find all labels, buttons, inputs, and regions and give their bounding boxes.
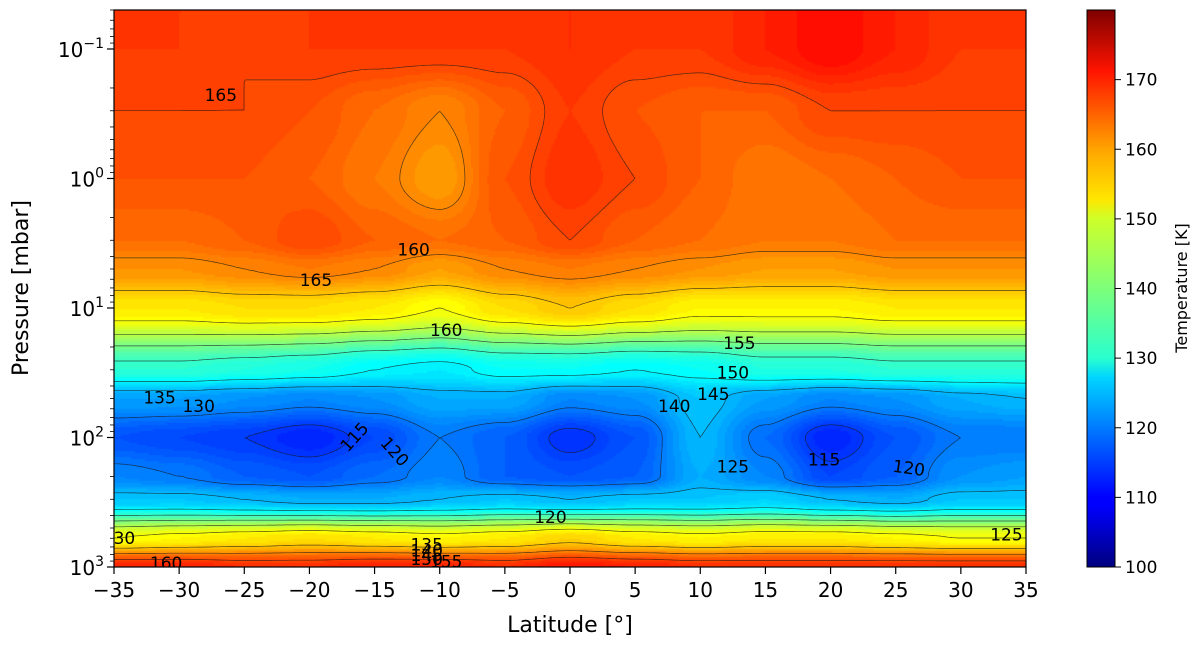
x-tick-label: 25 [883,578,908,602]
colorbar-fill [1086,9,1116,568]
colorbar-tick-label: 150 [1125,210,1157,230]
x-tick-label: 5 [629,578,642,602]
colorbar-tick-label: 120 [1125,419,1157,439]
contour-label: 135 [410,535,442,555]
contour-line-150 [114,307,1026,539]
y-tick-exponent: 0 [95,165,104,181]
colorbar-label: Temperature [K] [1172,223,1191,353]
y-tick-label: 10−1 [58,36,104,62]
y-tick-base: 10 [70,556,95,580]
contour-label: 160 [150,554,182,574]
contour-label: 120 [891,457,926,481]
temperature-field [114,10,1026,567]
contour-line-145 [114,327,1026,528]
x-axis-label: Latitude [°] [507,613,633,638]
contour-label: 150 [410,550,442,570]
x-tick-label: 15 [753,578,778,602]
contour-line-160 [114,111,1026,555]
contour-line-130 [114,361,1026,512]
y-tick-label: 102 [70,424,104,450]
colorbar: 100 110 120 130 140 150 160 170 Temperature [K] [1086,9,1191,578]
contour-label: 125 [990,525,1022,545]
x-tick-label: −15 [353,578,395,602]
y-tick-base: 10 [70,167,95,191]
x-tick-label: 0 [564,578,577,602]
contour-label: 140 [410,542,442,562]
contour-label: 140 [658,397,690,417]
y-tick-label: 101 [70,295,104,321]
x-tick-label: −20 [288,578,330,602]
contour-line-135 [114,347,1026,517]
contour-line-140 [114,337,1026,522]
x-tick-label: −30 [158,578,200,602]
x-axis: −35 −30 −25 −20 −15 −10 −5 0 5 10 15 20 25 30 35 [93,567,1039,602]
colorbar-tick-label: 160 [1125,140,1157,160]
colorbar-tick-label: 130 [1125,349,1157,369]
contour-label: 145 [410,546,442,566]
contour-label: 115 [808,450,840,470]
colorbar-tick-label: 170 [1125,71,1157,91]
contour-label: 150 [717,363,749,383]
contour-label: 160 [430,321,462,341]
contour-label: 155 [430,552,462,572]
x-tick-label: −25 [223,578,265,602]
contour-label: 125 [717,457,749,477]
x-tick-label: 10 [688,578,713,602]
contour-line-165 [114,64,1026,562]
contour-line-115 [244,424,864,462]
contour-label: 165 [205,86,237,106]
x-tick-label: 20 [818,578,843,602]
y-tick-base: 10 [70,297,95,321]
contour-line-120 [114,406,961,488]
colorbar-tick-label: 140 [1125,280,1157,300]
y-tick-base: 10 [58,38,83,62]
contour-line-125 [114,385,1026,505]
contour-label: 155 [723,334,755,354]
x-tick-label: 30 [948,578,973,602]
contour-label: 160 [397,241,429,261]
x-tick-label: −10 [419,578,461,602]
x-tick-label: 35 [1013,578,1038,602]
y-tick-exponent: 2 [95,424,104,440]
y-tick-base: 10 [70,426,95,450]
contour-label: 145 [697,385,729,405]
y-tick-label: 103 [70,554,104,580]
y-tick-exponent: 3 [95,554,104,570]
contour-label: 30 [114,529,136,549]
colorbar-ticks: 100 110 120 130 140 150 160 170 [1115,71,1157,578]
y-tick-exponent: 1 [95,295,104,311]
contour-label: 120 [534,508,566,528]
contour-label: 135 [143,389,175,409]
contour-lines [114,64,1026,562]
contour-label: 165 [300,271,332,291]
colorbar-tick-label: 100 [1125,558,1157,578]
y-tick-exponent: −1 [83,36,104,52]
y-tick-label: 100 [70,165,104,191]
colorbar-tick-label: 110 [1125,488,1157,508]
y-axis-label: Pressure [mbar] [9,200,34,376]
x-tick-label: −5 [490,578,519,602]
contour-label: 130 [182,397,214,417]
contour-line-155 [114,284,1026,549]
x-tick-label: −35 [93,578,135,602]
